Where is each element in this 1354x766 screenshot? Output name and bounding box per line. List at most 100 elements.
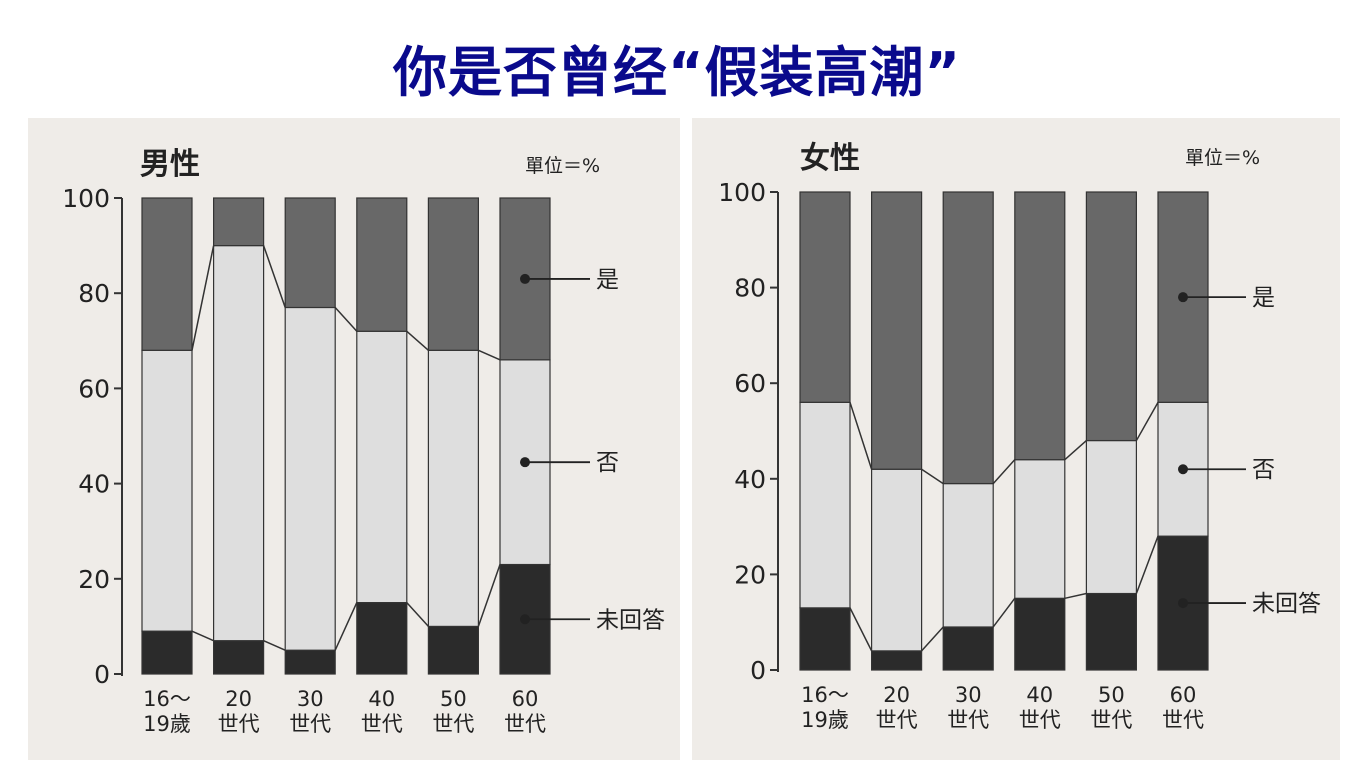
- bar-segment-no-answer: [799, 607, 851, 671]
- series-connector-line: [191, 245, 215, 351]
- bar-segment-no-answer: [871, 650, 923, 671]
- series-connector-line: [477, 564, 501, 627]
- y-tick-label: 20: [78, 565, 110, 594]
- x-tick-label: 16～: [143, 687, 191, 711]
- bar-segment-yes: [1014, 191, 1066, 461]
- y-tick-label: 0: [94, 660, 110, 689]
- bar-segment-no: [284, 306, 336, 651]
- bar-segment-no: [1085, 439, 1137, 595]
- bar-segment-no: [427, 349, 479, 627]
- y-tick-label: 40: [78, 470, 110, 499]
- series-connector-line: [406, 330, 429, 351]
- x-tick-label: 50: [440, 687, 467, 711]
- female-stacked-bar-chart: 女性 單位＝%02040608010016～19歲20世代30世代40世代50世代…: [718, 141, 1321, 732]
- x-tick-label: 16～: [801, 683, 849, 707]
- x-tick-label: 19歲: [143, 712, 191, 736]
- x-tick-label: 50: [1098, 683, 1125, 707]
- series-connector-line: [849, 607, 873, 652]
- bar-segment-yes: [1085, 191, 1137, 442]
- bar-segment-no: [942, 482, 994, 628]
- x-tick-label: 世代: [1019, 708, 1061, 732]
- chart-panel-male: 男性 單位＝% 0 20 40 60 80 100 16～ 19歲 20 世代 30 世代 40 世代 50 世代…: [28, 118, 680, 760]
- unit-label: 單位＝%: [1185, 147, 1260, 169]
- x-tick-label: 60: [1170, 683, 1197, 707]
- series-connector-line: [262, 245, 286, 308]
- series-connector-line: [478, 349, 501, 361]
- bar-segment-yes: [356, 197, 408, 332]
- bar-segment-no: [871, 468, 923, 652]
- series-connector-line: [1064, 439, 1087, 461]
- bar-segment-no-answer: [1014, 597, 1066, 671]
- series-connector-line: [921, 626, 944, 652]
- bar-segment-no: [1014, 459, 1066, 599]
- x-tick-label: 世代: [876, 708, 918, 732]
- y-tick-label: 100: [718, 178, 766, 207]
- x-tick-label: 40: [1026, 683, 1053, 707]
- legend-label: 否: [1252, 457, 1275, 483]
- legend-label: 是: [596, 267, 619, 293]
- bar-segment-no-answer: [356, 602, 408, 675]
- series-connector-line: [849, 402, 873, 470]
- x-tick-label: 30: [297, 687, 324, 711]
- legend-label: 是: [1252, 285, 1275, 311]
- legend-label: 否: [596, 450, 619, 476]
- y-tick-label: 20: [734, 560, 766, 589]
- x-tick-label: 20: [225, 687, 252, 711]
- bar-segment-no: [141, 349, 193, 632]
- x-tick-label: 40: [368, 687, 395, 711]
- x-tick-label: 世代: [432, 712, 474, 736]
- x-tick-label: 世代: [1162, 708, 1204, 732]
- bar-segment-no-answer: [284, 649, 336, 675]
- page-title: 你是否曾经“假装高潮”: [393, 41, 961, 104]
- x-tick-label: 世代: [1090, 708, 1132, 732]
- y-tick-label: 80: [734, 274, 766, 303]
- bar-segment-no: [213, 244, 265, 642]
- y-tick-label: 60: [734, 369, 766, 398]
- y-tick-label: 100: [62, 184, 110, 213]
- bar-segment-no-answer: [213, 640, 265, 675]
- bar-segment-yes: [427, 197, 479, 351]
- y-tick-label: 80: [78, 279, 110, 308]
- chart-title: 男性: [140, 147, 200, 182]
- legend-label: 未回答: [596, 607, 665, 633]
- bar-segment-yes: [213, 197, 265, 247]
- series-connector-line: [334, 602, 358, 651]
- bar-segment-no: [356, 330, 408, 604]
- bar-segment-yes: [871, 191, 923, 470]
- x-tick-label: 20: [883, 683, 910, 707]
- bar-segment-no-answer: [141, 630, 193, 675]
- unit-label: 單位＝%: [525, 155, 600, 177]
- series-connector-line: [406, 602, 429, 627]
- x-tick-label: 世代: [361, 712, 403, 736]
- series-connector-line: [1135, 535, 1159, 594]
- bar-segment-no-answer: [427, 625, 479, 675]
- x-tick-label: 世代: [504, 712, 546, 736]
- x-tick-label: 世代: [947, 708, 989, 732]
- bar-segment-yes: [799, 191, 851, 403]
- series-connector-line: [992, 597, 1016, 628]
- y-tick-label: 60: [78, 374, 110, 403]
- bar-segment-no-answer: [942, 626, 994, 671]
- series-connector-line: [334, 306, 358, 332]
- bar-segment-no: [799, 401, 851, 609]
- x-tick-label: 30: [955, 683, 982, 707]
- series-connector-line: [191, 630, 214, 642]
- x-tick-label: 60: [512, 687, 539, 711]
- x-tick-label: 世代: [218, 712, 260, 736]
- bar-segment-yes: [141, 197, 193, 351]
- legend-label: 未回答: [1252, 591, 1321, 617]
- series-connector-line: [263, 639, 286, 651]
- x-tick-label: 19歲: [801, 708, 849, 732]
- chart-panel-female: 女性 單位＝% 0 20 40 60 80 100 16～ 19歲 20 世代 30 世代 40 世代 50 世代…: [692, 118, 1340, 760]
- series-connector-line: [1135, 401, 1159, 441]
- chart-title: 女性: [800, 141, 860, 176]
- series-connector-line: [1064, 592, 1087, 600]
- x-tick-label: 世代: [289, 712, 331, 736]
- male-stacked-bar-chart: 男性 單位＝%02040608010016～19歲20世代30世代40世代50世代…: [62, 147, 665, 736]
- y-tick-label: 0: [750, 656, 766, 685]
- bar-segment-no-answer: [1085, 592, 1137, 671]
- bar-segment-yes: [284, 197, 336, 309]
- y-tick-label: 40: [734, 465, 766, 494]
- series-connector-line: [921, 468, 944, 485]
- bar-segment-yes: [942, 191, 994, 485]
